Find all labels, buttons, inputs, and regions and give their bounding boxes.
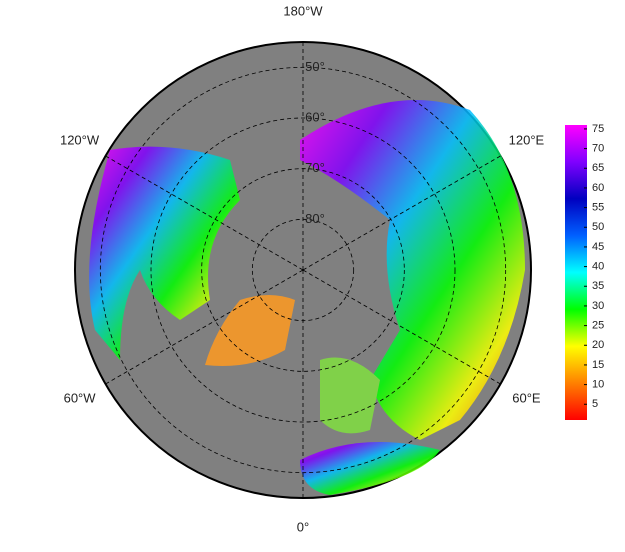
colorbar-tick-label: 25: [592, 320, 604, 332]
latitude-label: 70°: [305, 160, 325, 175]
longitude-label: 0°: [297, 519, 309, 534]
colorbar-tick-label: 60: [592, 182, 604, 194]
latitude-label: 80°: [305, 211, 325, 226]
colorbar: [565, 125, 587, 420]
longitude-label: 180°W: [283, 3, 323, 18]
latitude-line: [150, 117, 456, 423]
graticule: [99, 42, 507, 498]
colorbar-tick-label: 5: [592, 398, 598, 410]
longitude-line: [105, 269, 304, 385]
longitude-label: 60°W: [64, 390, 97, 405]
colorbar-tick-label: 70: [592, 143, 604, 155]
latitude-label: 50°: [305, 59, 325, 74]
colorbar-tick-label: 10: [592, 379, 604, 391]
longitude-label: 120°W: [60, 132, 100, 147]
longitude-label: 60°E: [512, 390, 541, 405]
colorbar-tick-label: 15: [592, 359, 604, 371]
colorbar-tick-label: 40: [592, 261, 604, 273]
colorbar-tick-label: 35: [592, 280, 604, 292]
longitude-line: [105, 155, 304, 271]
latitude-label: 60°: [305, 109, 325, 124]
colorbar-tick-label: 50: [592, 221, 604, 233]
longitude-line: [302, 269, 501, 385]
colorbar-tick-label: 65: [592, 162, 604, 174]
longitude-line: [302, 155, 501, 271]
longitude-label: 120°E: [509, 132, 545, 147]
colorbar-tick-label: 45: [592, 241, 604, 253]
land: [89, 100, 525, 495]
latitude-line: [99, 66, 507, 474]
colorbar-tick-label: 30: [592, 300, 604, 312]
colorbar-tick-label: 55: [592, 202, 604, 214]
colorbar-tick-label: 75: [592, 123, 604, 135]
colorbar-tick-label: 20: [592, 339, 604, 351]
